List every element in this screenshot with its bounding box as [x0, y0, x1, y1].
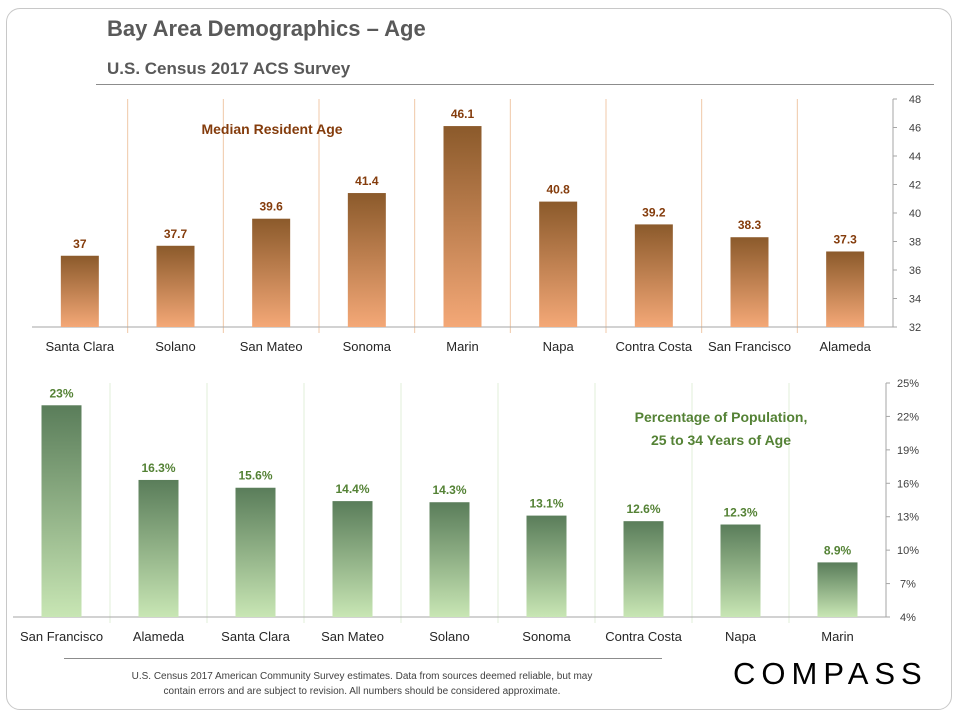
x-category-label: Alameda: [133, 629, 185, 644]
bar-value-label: 37.7: [164, 227, 188, 241]
y-tick-label: 40: [909, 208, 921, 220]
y-tick-label: 48: [909, 94, 921, 106]
bar-value-label: 12.6%: [626, 502, 660, 516]
x-category-label: San Mateo: [240, 339, 303, 354]
y-tick-label: 4%: [900, 612, 916, 624]
bar: [429, 502, 470, 617]
x-category-label: Napa: [543, 339, 575, 354]
bar-value-label: 37: [73, 237, 87, 251]
page-subtitle: U.S. Census 2017 ACS Survey: [107, 59, 351, 78]
bar: [347, 193, 386, 327]
x-category-label: San Francisco: [708, 339, 791, 354]
median-age-chart: 32 34 36 38 40 42 44 46 48 37 Santa Clara 37.7 Solan…: [32, 94, 921, 354]
x-category-label: Marin: [446, 339, 479, 354]
page-title: Bay Area Demographics – Age: [107, 16, 426, 41]
x-category-label: Sonoma: [522, 629, 571, 644]
bar-value-label: 23%: [49, 386, 73, 400]
y-tick-label: 34: [909, 294, 921, 306]
y-tick-label: 10%: [897, 545, 919, 557]
bar: [817, 562, 858, 617]
y-tick-label: 32: [909, 322, 921, 334]
footer-divider: [64, 658, 662, 659]
bar-value-label: 37.3: [833, 232, 857, 246]
y-tick-label: 19%: [897, 445, 919, 457]
bar: [539, 201, 578, 327]
x-category-label: Sonoma: [343, 339, 392, 354]
bar: [634, 224, 673, 327]
footnote: U.S. Census 2017 American Community Surv…: [84, 669, 640, 699]
bar: [826, 251, 865, 327]
footnote-line-1: U.S. Census 2017 American Community Surv…: [131, 671, 593, 682]
x-category-label: Santa Clara: [221, 629, 290, 644]
bar: [443, 126, 482, 327]
x-category-label: Alameda: [820, 339, 872, 354]
y-tick-label: 25%: [897, 378, 919, 390]
y-tick-label: 16%: [897, 478, 919, 490]
x-category-label: Contra Costa: [616, 339, 693, 354]
header-divider: [96, 84, 934, 85]
compass-logo: COMPASS: [733, 656, 928, 691]
chart-title: Median Resident Age: [201, 121, 342, 137]
bar: [138, 479, 179, 617]
x-category-label: Contra Costa: [605, 629, 682, 644]
chart-title-line: 25 to 34 Years of Age: [651, 432, 791, 448]
bar-value-label: 39.6: [259, 200, 283, 214]
chart-title-line: Percentage of Population,: [635, 409, 808, 425]
x-category-label: Santa Clara: [46, 339, 115, 354]
bar: [60, 255, 99, 327]
bar: [235, 487, 276, 617]
bar-value-label: 46.1: [451, 107, 475, 121]
bar: [526, 515, 567, 617]
x-category-label: Marin: [821, 629, 854, 644]
bar-value-label: 12.3%: [723, 506, 757, 520]
bar-value-label: 38.3: [738, 218, 762, 232]
bar-value-label: 14.4%: [335, 482, 369, 496]
bar-value-label: 16.3%: [141, 461, 175, 475]
x-category-label: San Mateo: [321, 629, 384, 644]
y-tick-label: 36: [909, 265, 921, 277]
y-tick-label: 13%: [897, 512, 919, 524]
y-tick-label: 22%: [897, 411, 919, 423]
x-category-label: Solano: [429, 629, 469, 644]
bar-value-label: 15.6%: [238, 469, 272, 483]
bar: [730, 237, 769, 327]
y-tick-label: 42: [909, 180, 921, 192]
slide-frame: [6, 8, 952, 710]
y-tick-label: 46: [909, 123, 921, 135]
bar: [332, 501, 373, 617]
bar-value-label: 14.3%: [432, 483, 466, 497]
bar-value-label: 41.4: [355, 174, 379, 188]
bar: [720, 524, 761, 617]
bar-value-label: 13.1%: [529, 497, 563, 511]
bar-value-label: 8.9%: [824, 543, 852, 557]
age-25-34-chart: 4% 7% 10% 13% 16% 19% 22% 25% 23% San Francisco 16…: [13, 378, 919, 644]
x-category-label: Napa: [725, 629, 757, 644]
bar-value-label: 39.2: [642, 205, 666, 219]
bar: [156, 245, 195, 327]
bar: [41, 405, 82, 617]
footnote-line-2: contain errors and are subject to revisi…: [163, 686, 561, 697]
y-tick-label: 44: [909, 151, 921, 163]
x-category-label: San Francisco: [20, 629, 103, 644]
bar: [252, 218, 291, 327]
bar-value-label: 40.8: [546, 183, 570, 197]
y-tick-label: 38: [909, 237, 921, 249]
x-category-label: Solano: [155, 339, 195, 354]
bar: [623, 521, 664, 617]
y-tick-label: 7%: [900, 579, 916, 591]
